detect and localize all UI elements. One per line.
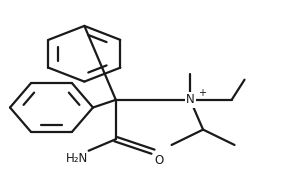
Text: N: N xyxy=(186,93,194,106)
Text: O: O xyxy=(154,154,163,167)
Text: +: + xyxy=(198,88,206,98)
Text: H₂N: H₂N xyxy=(66,152,88,165)
